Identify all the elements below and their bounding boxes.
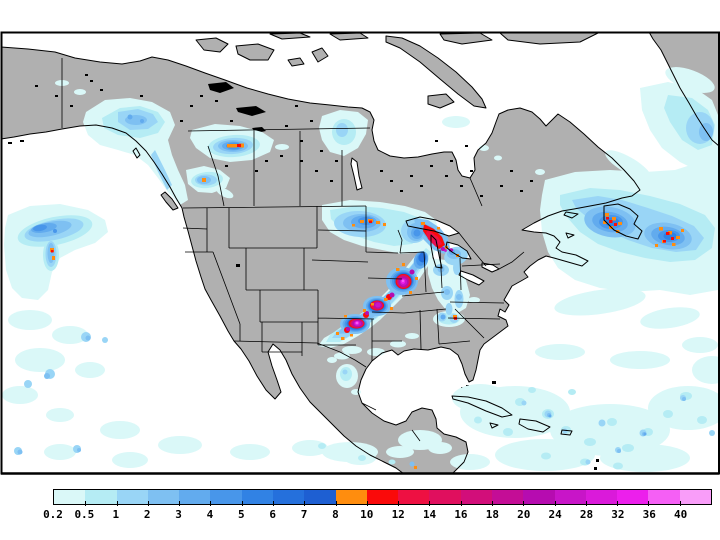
legend-tick bbox=[147, 501, 149, 506]
legend-tick bbox=[460, 501, 462, 506]
legend-tick bbox=[116, 501, 118, 506]
legend-bar bbox=[53, 489, 712, 506]
legend-tick-label: 4 bbox=[206, 508, 214, 521]
legend-tick bbox=[335, 501, 337, 506]
legend-tick bbox=[429, 501, 431, 506]
legend-tick bbox=[210, 501, 212, 506]
legend-tick-label: 5 bbox=[237, 508, 245, 521]
legend-tick-label: 0.5 bbox=[74, 508, 95, 521]
legend-tick bbox=[492, 501, 493, 506]
legend-tick-label: 10 bbox=[360, 508, 374, 521]
legend-tick-label: 7 bbox=[300, 508, 308, 521]
legend-tick-label: 3 bbox=[175, 508, 182, 521]
legend-segment bbox=[210, 490, 242, 504]
legend-segment bbox=[491, 490, 524, 504]
legend-segment bbox=[554, 490, 586, 504]
legend-tick bbox=[85, 501, 87, 506]
inland-lakes bbox=[8, 74, 599, 470]
legend-segment bbox=[366, 490, 399, 504]
legend-tick-label: 18 bbox=[485, 508, 499, 521]
legend-segment bbox=[304, 490, 336, 504]
legend-segment bbox=[179, 490, 211, 504]
legend-tick bbox=[679, 501, 681, 506]
legend-tick-label: 12 bbox=[391, 508, 405, 521]
legend-segment bbox=[679, 490, 711, 504]
legend-tick-label: 6 bbox=[269, 508, 276, 521]
legend-segment bbox=[335, 490, 367, 504]
legend-segment bbox=[648, 490, 680, 504]
legend-tick bbox=[648, 501, 650, 506]
legend-tick bbox=[617, 501, 619, 506]
legend-tick bbox=[554, 501, 556, 506]
legend-segment bbox=[85, 490, 117, 504]
legend-segment bbox=[460, 490, 492, 504]
legend-labels: 0.2 0.5 1 2 3 4 5 6 7 8 10 12 14 16 18 20 24 28 32 36 40 bbox=[43, 505, 712, 521]
legend-tick-label: 40 bbox=[673, 508, 688, 521]
legend-tick-label: 32 bbox=[611, 508, 625, 521]
legend-tick bbox=[398, 501, 400, 506]
legend-segment bbox=[398, 490, 430, 504]
legend-tick-label: 2 bbox=[143, 508, 151, 521]
precip-color-scale: 0.2 0.5 1 2 3 4 5 6 7 8 10 12 14 16 18 20 24 28 32 36 40 bbox=[43, 489, 712, 521]
legend-tick-label: 0.2 bbox=[43, 508, 63, 521]
legend-tick bbox=[304, 501, 306, 506]
legend-tick-label: 16 bbox=[454, 508, 468, 521]
legend-segment bbox=[272, 490, 305, 504]
map-frame bbox=[0, 31, 720, 475]
legend-tick bbox=[273, 501, 274, 506]
legend-tick bbox=[366, 501, 368, 506]
legend-segment bbox=[241, 490, 273, 504]
state-borders bbox=[61, 58, 525, 442]
legend-segment bbox=[54, 490, 86, 504]
legend-tick bbox=[241, 501, 243, 506]
legend-segment bbox=[585, 490, 618, 504]
legend-tick-label: 28 bbox=[579, 508, 594, 521]
legend-tick bbox=[523, 501, 525, 506]
legend-tick-label: 24 bbox=[548, 508, 562, 521]
legend-segment bbox=[116, 490, 148, 504]
legend-segment bbox=[523, 490, 555, 504]
legend-tick-label: 36 bbox=[642, 508, 656, 521]
legend-tick-label: 8 bbox=[332, 508, 339, 521]
legend-tick-label: 1 bbox=[112, 508, 120, 521]
legend-segment bbox=[429, 490, 461, 504]
legend-segment bbox=[617, 490, 649, 504]
legend-tick-label: 14 bbox=[422, 508, 437, 521]
legend-tick-label: 20 bbox=[517, 508, 531, 521]
precipitation-overlay bbox=[2, 67, 720, 472]
legend-tick bbox=[179, 501, 181, 506]
legend-tick bbox=[585, 501, 587, 506]
legend-segment bbox=[147, 490, 180, 504]
